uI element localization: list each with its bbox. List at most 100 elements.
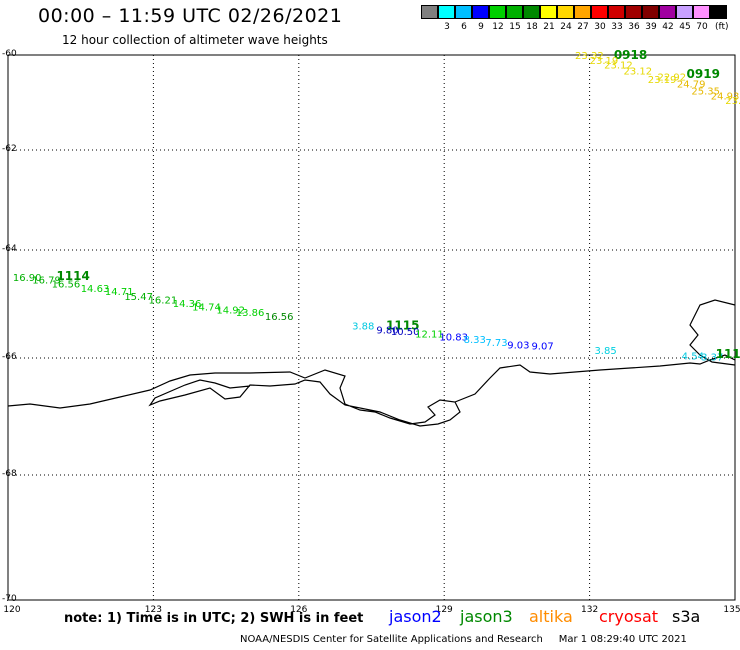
color-swatch	[625, 5, 642, 19]
color-scale-label: 9	[478, 22, 484, 32]
wave-height-label: 3.88	[352, 322, 374, 333]
color-scale-label: 6	[461, 22, 467, 32]
color-swatch	[506, 5, 523, 19]
credit-text: NOAA/NESDIS Center for Satellite Applica…	[240, 634, 543, 645]
color-scale-label: 33	[611, 22, 623, 32]
latitude-tick-label: -60	[2, 49, 17, 59]
wave-height-label: 14.71	[105, 287, 134, 298]
color-scale-label: 36	[628, 22, 640, 32]
color-swatch	[574, 5, 591, 19]
color-scale-label: 24	[560, 22, 572, 32]
color-swatch	[472, 5, 489, 19]
satellite-legend-altika: altika	[529, 607, 573, 626]
color-scale-label: 27	[577, 22, 589, 32]
color-swatch	[438, 5, 455, 19]
map-frame	[7, 54, 736, 601]
wave-height-label: 14.92	[216, 305, 245, 316]
satellite-legend-cryosat: cryosat	[599, 607, 659, 626]
longitude-tick-label: 129	[435, 605, 453, 615]
wave-height-label: 23.19	[648, 75, 677, 86]
color-swatch	[540, 5, 557, 19]
color-scale-label: 18	[526, 22, 538, 32]
wave-height-label: 12.11	[415, 330, 444, 341]
color-swatch	[710, 5, 727, 19]
wave-height-label: 10.83	[439, 332, 468, 343]
wave-height-label: 15.47	[124, 292, 153, 303]
wave-height-label: 9.03	[507, 341, 529, 352]
wave-height-label: 4.54	[682, 351, 704, 362]
color-swatch	[693, 5, 710, 19]
color-scale-label: 45	[679, 22, 691, 32]
wave-height-label: 23.3	[725, 96, 740, 107]
satellite-legend-jason3: jason3	[460, 607, 513, 626]
color-swatch	[455, 5, 472, 19]
color-swatch	[676, 5, 693, 19]
wave-height-label: 24.93	[711, 91, 740, 102]
longitude-tick-label: 132	[581, 605, 599, 615]
generated-timestamp: Mar 1 08:29:40 UTC 2021	[558, 634, 687, 645]
color-scale-unit: (ft)	[715, 22, 729, 32]
satellite-legend-s3a: s3a	[672, 607, 701, 626]
wave-height-label: 16.56	[265, 312, 294, 323]
pass-time-label: 1116	[716, 347, 740, 361]
wave-height-label: 25.35	[691, 87, 720, 98]
longitude-tick-label: 135	[723, 605, 740, 615]
color-swatch	[523, 5, 540, 19]
wave-height-label: 16.90	[13, 273, 42, 284]
color-scale-label: 12	[492, 22, 504, 32]
wave-height-label: 22.92	[657, 72, 686, 83]
color-swatch	[642, 5, 659, 19]
color-swatch	[591, 5, 608, 19]
wave-height-label: 23.19	[590, 56, 619, 67]
wave-height-label: 14.63	[81, 284, 110, 295]
pass-time-label: 0918	[614, 48, 647, 62]
color-scale-label: 70	[696, 22, 708, 32]
wave-height-label: 14.74	[192, 303, 221, 314]
pass-time-label: 0919	[687, 67, 720, 81]
color-scale-label: 30	[594, 22, 606, 32]
latitude-tick-label: -66	[2, 352, 17, 362]
wave-height-label: 3.85	[594, 346, 616, 357]
pass-time-label: 1115	[386, 319, 419, 333]
wave-height-label: 16.56	[52, 279, 81, 290]
longitude-tick-label: 126	[290, 605, 308, 615]
wave-height-label: 23.12	[624, 67, 653, 78]
antarctic-coastline	[7, 354, 736, 427]
wave-height-label: 24.79	[677, 80, 706, 91]
latitude-tick-label: -62	[2, 144, 17, 154]
map-title: 00:00 – 11:59 UTC 02/26/2021	[38, 5, 343, 27]
wave-height-label: 16.79	[32, 276, 61, 287]
map-note: note: 1) Time is in UTC; 2) SWH is in fe…	[64, 611, 364, 626]
wave-height-label: 8.33	[464, 335, 486, 346]
map-subtitle: 12 hour collection of altimeter wave hei…	[62, 33, 328, 47]
longitude-tick-label: 120	[3, 605, 21, 615]
color-swatch	[659, 5, 676, 19]
wave-height-label: 14.36	[173, 299, 202, 310]
wave-height-label: 9.07	[531, 342, 553, 353]
pass-time-label: 1114	[56, 269, 89, 283]
color-swatch	[421, 5, 438, 19]
color-scale-label: 42	[662, 22, 674, 32]
latitude-tick-label: -68	[2, 469, 17, 479]
latitude-tick-label: -64	[2, 244, 17, 254]
satellite-legend-jason2: jason2	[389, 607, 442, 626]
wave-height-label: 3.37	[701, 352, 723, 363]
coastline-island	[689, 299, 736, 366]
color-swatch	[489, 5, 506, 19]
longitude-tick-label: 123	[144, 605, 162, 615]
color-swatch	[557, 5, 574, 19]
latitude-tick-label: -70	[2, 594, 17, 604]
color-swatch	[608, 5, 625, 19]
wave-height-label: 16.21	[149, 296, 178, 307]
color-scale-label: 15	[509, 22, 521, 32]
wave-height-label: 23.12	[604, 61, 633, 72]
map-footer: NOAA/NESDIS Center for Satellite Applica…	[240, 634, 687, 645]
wave-height-label: 10.50	[391, 327, 420, 338]
color-scale-label: 39	[645, 22, 657, 32]
wave-height-label: 9.80	[376, 325, 398, 336]
wave-height-label: 7.73	[485, 338, 507, 349]
wave-height-label: 13.86	[236, 308, 265, 319]
color-scale-label: 21	[543, 22, 555, 32]
